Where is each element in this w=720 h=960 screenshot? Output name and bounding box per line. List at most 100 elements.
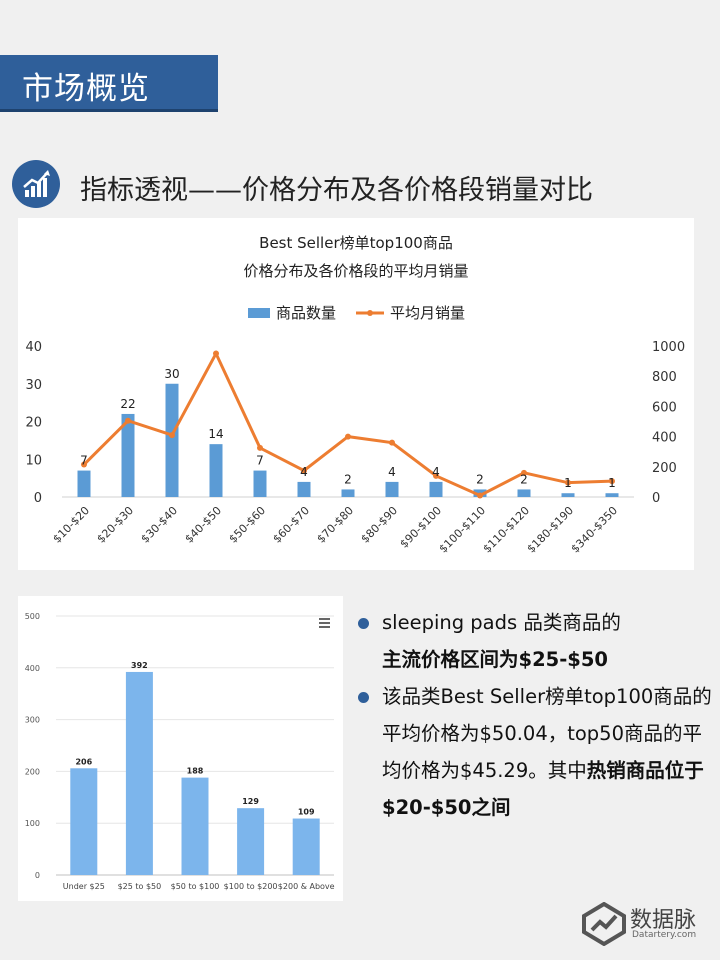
bullet-list: sleeping pads 品类商品的 主流价格区间为$25-$50 该品类Be… [352,604,712,826]
data-label: 129 [242,797,259,806]
y2-tick-label: 1000 [652,340,685,355]
legend-swatch-point [367,310,373,316]
legend-label: 商品数量 [276,304,336,322]
x-tick-label: $200 & Above [278,882,335,891]
bullet-bold-text: 热销商品位于$20-$50之间 [382,759,704,819]
bar [297,481,311,497]
data-label: 4 [300,465,308,479]
y-tick-label: 300 [25,716,40,725]
bar [341,489,355,497]
chart-subtitle: 价格分布及各价格段的平均月销量 [243,262,468,280]
y-tick-label: 40 [25,340,42,355]
section-title: 指标透视——价格分布及各价格段销量对比 [80,175,593,206]
bar [165,383,179,497]
datartery-logo-icon [582,902,626,946]
bar [237,808,265,875]
line-point [389,439,395,446]
x-tick-label: $60-$70 [270,504,312,546]
bullet-text: 该品类Best Seller榜单top100商品的平均价格为$50.04，top… [382,685,712,782]
bar [517,489,531,497]
data-label: 109 [298,808,315,817]
line-point [565,479,571,486]
logo-name: 数据脉 [630,908,697,933]
x-tick-label: $25 to $50 [118,882,162,891]
chart-legend: 商品数量 平均月销量 [248,304,465,322]
bar [77,470,91,497]
bar [605,493,619,497]
x-tick-label: $10-$20 [50,504,92,546]
bullet-bold-text: 主流价格区间为$25-$50 [382,648,609,671]
x-tick-label: $90-$100 [397,504,444,551]
bullet-dot-icon [358,692,369,703]
x-tick-label: $70-$80 [314,504,356,546]
bullet-text: sleeping pads 品类商品的 [382,611,621,634]
data-label: 30 [164,367,179,381]
header-title-bar: 市场概览 [0,55,218,112]
bar-chart: 0 100 200 300 400 500 206 392 188 129 109 Under $2… [25,612,335,891]
page-title: 市场概览 [22,71,150,107]
y-tick-label: 20 [25,416,42,431]
line-point [521,469,527,476]
line-point [609,478,615,485]
data-label: 1 [608,476,616,490]
data-label: 2 [476,472,484,486]
data-label: 14 [208,427,223,441]
bar [121,413,135,497]
x-tick-label: $40-$50 [182,504,224,546]
x-tick-label: $180-$190 [525,504,577,556]
bar [292,818,320,875]
y-tick-label: 0 [34,491,42,506]
line-point [477,492,483,499]
y2-tick-label: 800 [652,370,677,385]
y2-tick-label: 600 [652,400,677,415]
data-label: 4 [432,465,440,479]
chart-panel-sales-by-price: 0 100 200 300 400 500 206 392 188 129 109 Under $2… [18,596,343,901]
brand-logo: 数据脉 Datartery.com [582,900,712,950]
x-tick-label: Under $25 [63,882,105,891]
x-tick-label: $50-$60 [226,504,268,546]
legend-label: 平均月销量 [390,304,465,322]
data-label: 4 [388,465,396,479]
bullet-item-2: 该品类Best Seller榜单top100商品的平均价格为$50.04，top… [352,678,712,826]
data-label: 22 [120,397,135,411]
data-label: 392 [131,661,148,670]
bullet-dot-icon [358,618,369,629]
data-label: 2 [344,472,352,486]
y-tick-label: 0 [35,871,40,880]
bar [181,777,209,875]
x-tick-label: $20-$30 [94,504,136,546]
data-label: 2 [520,472,528,486]
logo-subtitle: Datartery.com [632,930,697,940]
line-point [169,432,175,439]
x-tick-label: $100-$110 [437,504,489,556]
line-point [301,467,307,474]
line-point [125,417,131,424]
y2-tick-label: 0 [652,491,660,506]
y-tick-label: 200 [25,767,40,776]
y-tick-label: 30 [25,378,42,393]
x-tick-label: $340-$350 [569,504,621,556]
bar [561,493,575,497]
data-label: 7 [256,454,264,468]
y-tick-label: 400 [25,664,40,673]
x-tick-label: $100 to $200 [224,882,278,891]
chart-panel-price-distribution: Best Seller榜单top100商品 价格分布及各价格段的平均月销量 商品… [18,218,694,570]
combo-chart: Best Seller榜单top100商品 价格分布及各价格段的平均月销量 商品… [25,234,685,556]
line-point [257,444,263,451]
data-label: 7 [80,454,88,468]
bar [209,444,223,497]
data-label: 188 [187,767,204,776]
legend-swatch-bar [248,308,270,318]
bullet-item-1: sleeping pads 品类商品的 主流价格区间为$25-$50 [352,604,712,678]
data-label: 1 [564,476,572,490]
hamburger-menu-icon[interactable] [319,618,330,628]
bar [70,768,98,875]
bar [429,481,443,497]
bar [385,481,399,497]
data-label: 206 [75,757,92,766]
line-point [213,350,219,357]
line-point [345,433,351,440]
y2-tick-label: 400 [652,431,677,446]
y-tick-label: 500 [25,612,40,621]
x-tick-label: $110-$120 [481,504,533,556]
